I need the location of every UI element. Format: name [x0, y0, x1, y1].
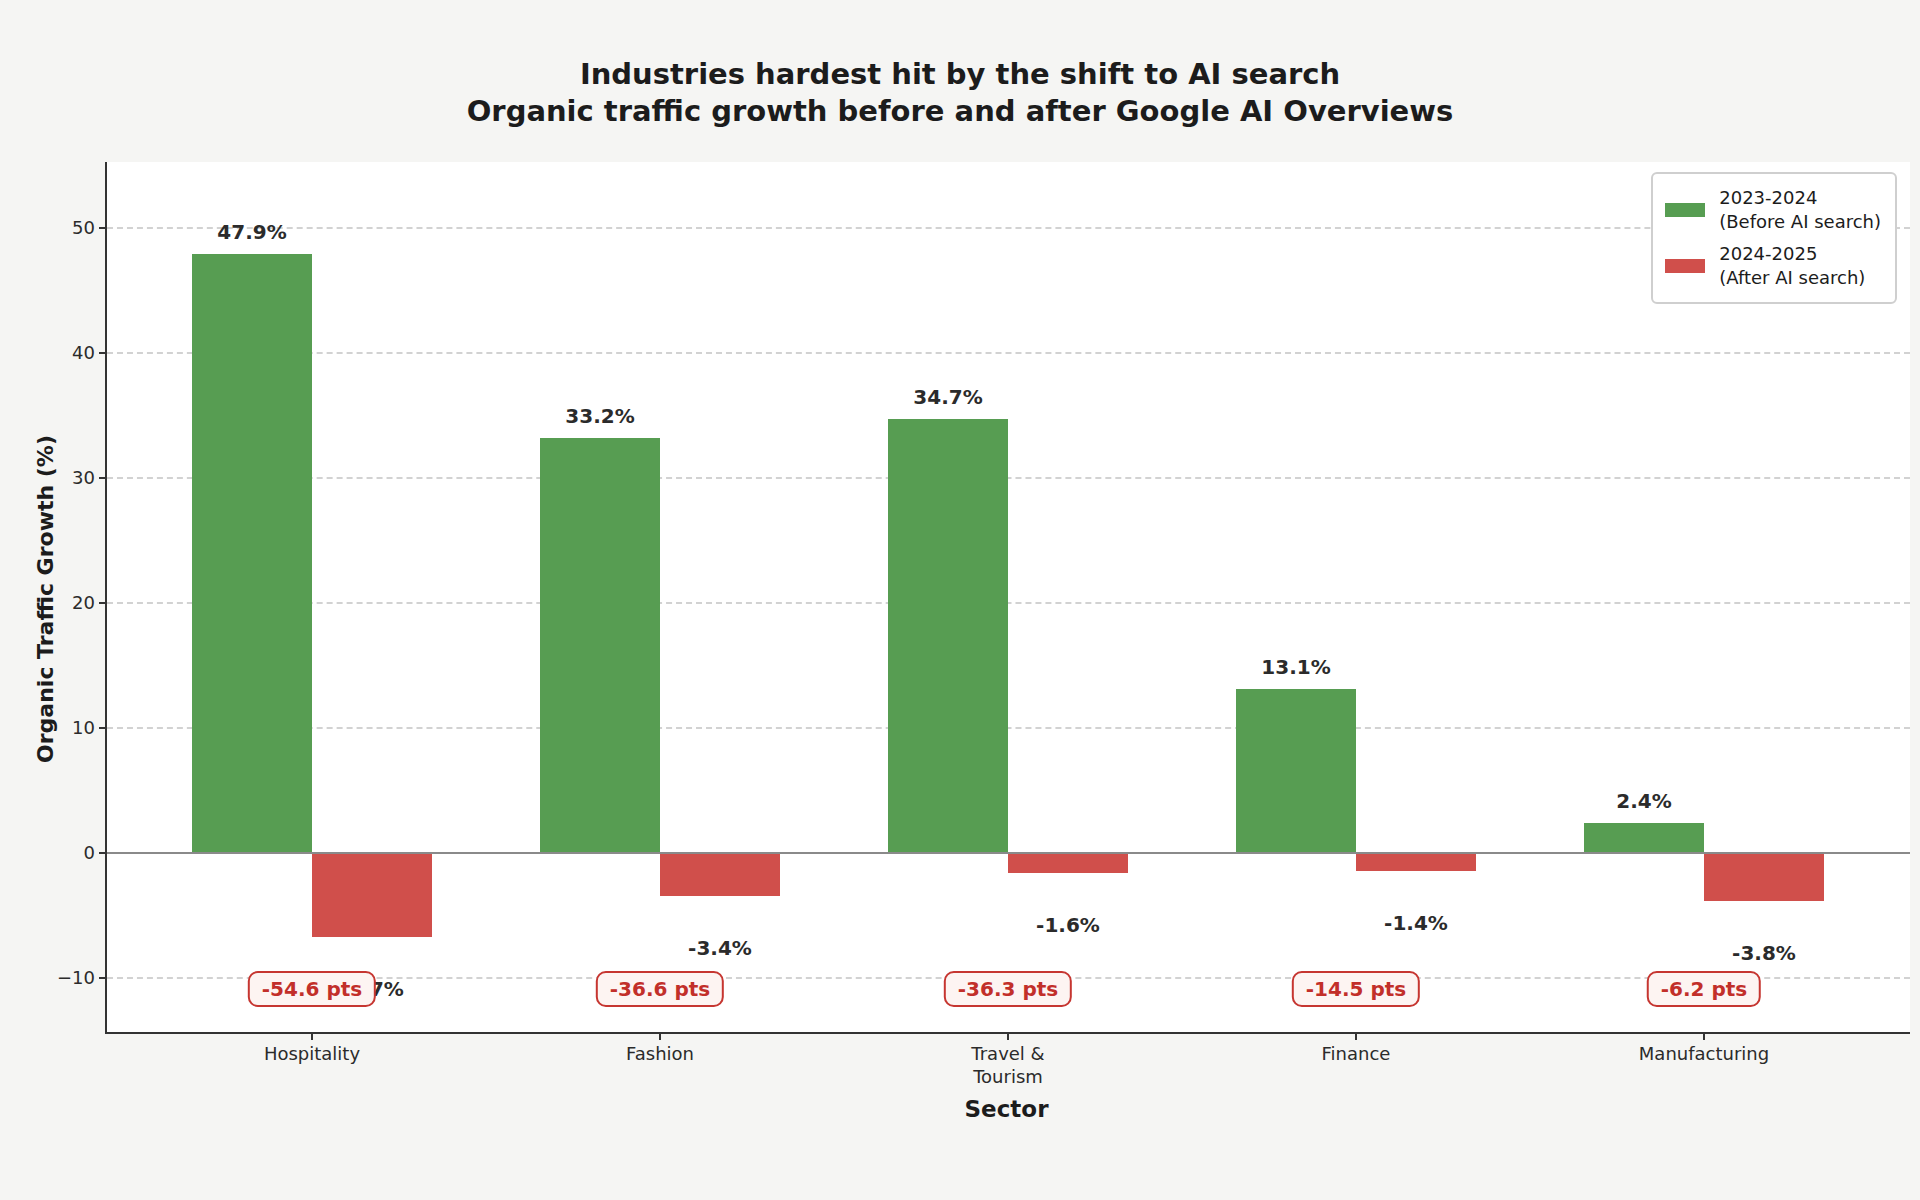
x-tick-mark [659, 1032, 661, 1040]
gridline [107, 477, 1910, 479]
legend-item-after: 2024-2025 (After AI search) [1665, 242, 1881, 290]
y-tick-label: 0 [35, 841, 95, 865]
x-category-label: Finance [1246, 1042, 1466, 1065]
gridline [107, 727, 1910, 729]
bar-before [192, 254, 312, 853]
y-tick-label: 20 [35, 591, 95, 615]
bar-before [1236, 689, 1356, 853]
x-axis-title: Sector [105, 1096, 1908, 1122]
annotation-delta-badge: -54.6 pts [248, 971, 376, 1007]
chart-title: Industries hardest hit by the shift to A… [0, 56, 1920, 93]
annotation-delta-badge: -36.3 pts [944, 971, 1072, 1007]
y-tick-label: −10 [35, 966, 95, 990]
legend-swatch-after [1665, 259, 1705, 273]
bar-label-after: -1.6% [988, 913, 1148, 937]
x-tick-mark [311, 1032, 313, 1040]
bar-label-after: -3.4% [640, 936, 800, 960]
y-tick-mark [99, 852, 107, 854]
bar-label-before: 2.4% [1564, 789, 1724, 813]
x-category-label: Hospitality [202, 1042, 422, 1065]
x-tick-mark [1007, 1032, 1009, 1040]
figure: Industries hardest hit by the shift to A… [0, 0, 1920, 1200]
y-tick-label: 30 [35, 466, 95, 490]
bar-before [888, 419, 1008, 853]
bar-after [1356, 853, 1476, 871]
bar-label-before: 33.2% [520, 404, 680, 428]
annotation-delta-badge: -6.2 pts [1647, 971, 1761, 1007]
legend-swatch-before [1665, 203, 1705, 217]
bar-before [1584, 823, 1704, 853]
y-tick-mark [99, 602, 107, 604]
chart-title-block: Industries hardest hit by the shift to A… [0, 56, 1920, 130]
plot-area: 2023-2024 (Before AI search) 2024-2025 (… [105, 162, 1910, 1034]
bar-label-after: -1.4% [1336, 911, 1496, 935]
annotation-delta-badge: -14.5 pts [1292, 971, 1420, 1007]
y-tick-mark [99, 977, 107, 979]
bar-label-before: 34.7% [868, 385, 1028, 409]
zero-line [107, 852, 1910, 854]
bar-label-before: 13.1% [1216, 655, 1376, 679]
y-tick-mark [99, 352, 107, 354]
x-category-label: Fashion [550, 1042, 770, 1065]
y-tick-mark [99, 477, 107, 479]
y-tick-mark [99, 727, 107, 729]
gridline [107, 352, 1910, 354]
x-category-label: Manufacturing [1594, 1042, 1814, 1065]
y-tick-label: 40 [35, 341, 95, 365]
bar-label-after: -3.8% [1684, 941, 1844, 965]
y-tick-mark [99, 227, 107, 229]
annotation-delta-badge: -36.6 pts [596, 971, 724, 1007]
legend-label-after: 2024-2025 (After AI search) [1719, 242, 1865, 290]
bar-after [660, 853, 780, 896]
bar-after [1704, 853, 1824, 901]
x-tick-mark [1703, 1032, 1705, 1040]
bar-after [312, 853, 432, 937]
legend-item-before: 2023-2024 (Before AI search) [1665, 186, 1881, 234]
y-tick-label: 10 [35, 716, 95, 740]
x-tick-mark [1355, 1032, 1357, 1040]
gridline [107, 227, 1910, 229]
legend-label-before: 2023-2024 (Before AI search) [1719, 186, 1881, 234]
legend: 2023-2024 (Before AI search) 2024-2025 (… [1651, 172, 1897, 304]
x-category-label: Travel & Tourism [898, 1042, 1118, 1088]
bar-before [540, 438, 660, 853]
y-tick-label: 50 [35, 216, 95, 240]
gridline [107, 602, 1910, 604]
chart-subtitle: Organic traffic growth before and after … [0, 93, 1920, 130]
bar-label-before: 47.9% [172, 220, 332, 244]
bar-after [1008, 853, 1128, 873]
